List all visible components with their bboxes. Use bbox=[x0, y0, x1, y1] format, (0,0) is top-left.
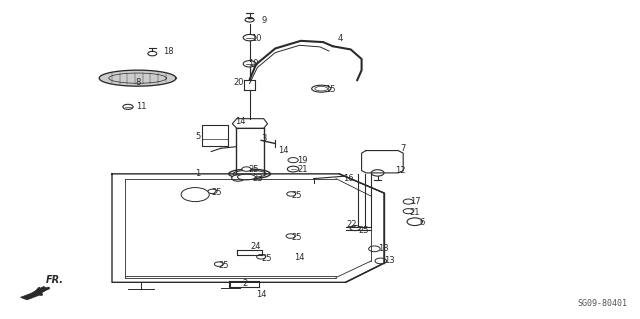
Circle shape bbox=[148, 51, 157, 56]
Text: 18: 18 bbox=[163, 47, 174, 56]
Text: 25: 25 bbox=[211, 189, 221, 197]
Circle shape bbox=[243, 61, 256, 67]
Text: 2: 2 bbox=[242, 279, 247, 288]
Ellipse shape bbox=[312, 85, 331, 92]
Circle shape bbox=[245, 18, 254, 22]
Polygon shape bbox=[232, 119, 268, 128]
Text: 23: 23 bbox=[252, 174, 263, 182]
Circle shape bbox=[243, 34, 256, 41]
Text: 15: 15 bbox=[325, 85, 335, 94]
Text: 16: 16 bbox=[343, 174, 354, 183]
Text: 5: 5 bbox=[195, 132, 200, 141]
Ellipse shape bbox=[315, 86, 328, 91]
Polygon shape bbox=[20, 286, 48, 300]
Circle shape bbox=[371, 170, 384, 176]
Circle shape bbox=[403, 209, 413, 214]
Text: 13: 13 bbox=[378, 244, 388, 253]
Text: 7: 7 bbox=[400, 144, 405, 153]
Text: 3: 3 bbox=[261, 134, 266, 143]
Circle shape bbox=[232, 175, 244, 181]
Circle shape bbox=[407, 218, 422, 226]
Ellipse shape bbox=[229, 169, 271, 179]
Circle shape bbox=[214, 262, 223, 266]
Circle shape bbox=[123, 104, 133, 109]
Text: 10: 10 bbox=[252, 34, 262, 43]
Ellipse shape bbox=[237, 174, 255, 180]
Circle shape bbox=[242, 167, 251, 171]
Text: 14: 14 bbox=[256, 290, 266, 299]
Text: 12: 12 bbox=[396, 166, 406, 175]
Text: 21: 21 bbox=[297, 165, 307, 174]
Text: 25: 25 bbox=[291, 233, 301, 242]
Text: FR.: FR. bbox=[46, 275, 64, 285]
Text: 10: 10 bbox=[248, 59, 259, 68]
Text: 14: 14 bbox=[278, 146, 289, 155]
Text: SG09-80401: SG09-80401 bbox=[577, 299, 627, 308]
Text: 8: 8 bbox=[136, 78, 141, 87]
Circle shape bbox=[350, 226, 360, 231]
Text: 17: 17 bbox=[410, 197, 420, 206]
Text: 25: 25 bbox=[292, 191, 302, 200]
Circle shape bbox=[286, 234, 295, 238]
Text: 14: 14 bbox=[294, 253, 305, 262]
Circle shape bbox=[181, 188, 209, 202]
Circle shape bbox=[257, 255, 266, 259]
Text: 6: 6 bbox=[419, 218, 424, 227]
Ellipse shape bbox=[233, 170, 266, 177]
Text: 25: 25 bbox=[261, 254, 271, 263]
Text: 20: 20 bbox=[234, 78, 244, 87]
Text: 25: 25 bbox=[248, 165, 259, 174]
Bar bbox=[202, 125, 228, 146]
Text: 14: 14 bbox=[236, 117, 246, 126]
Text: 4: 4 bbox=[338, 34, 343, 43]
Circle shape bbox=[287, 166, 299, 172]
Text: 11: 11 bbox=[136, 102, 146, 111]
Text: 22: 22 bbox=[347, 220, 357, 229]
Text: 13: 13 bbox=[384, 256, 395, 265]
Text: 1: 1 bbox=[195, 169, 200, 178]
Text: 25: 25 bbox=[219, 261, 229, 270]
Text: 9: 9 bbox=[261, 16, 266, 25]
Circle shape bbox=[369, 246, 380, 252]
Text: 19: 19 bbox=[297, 156, 307, 165]
Circle shape bbox=[403, 199, 413, 204]
Text: 24: 24 bbox=[251, 242, 261, 251]
Circle shape bbox=[288, 158, 298, 163]
Text: 25: 25 bbox=[358, 226, 369, 235]
Circle shape bbox=[208, 189, 217, 194]
Text: 21: 21 bbox=[410, 208, 420, 217]
Circle shape bbox=[287, 192, 296, 196]
Circle shape bbox=[375, 258, 387, 264]
Polygon shape bbox=[99, 70, 176, 86]
